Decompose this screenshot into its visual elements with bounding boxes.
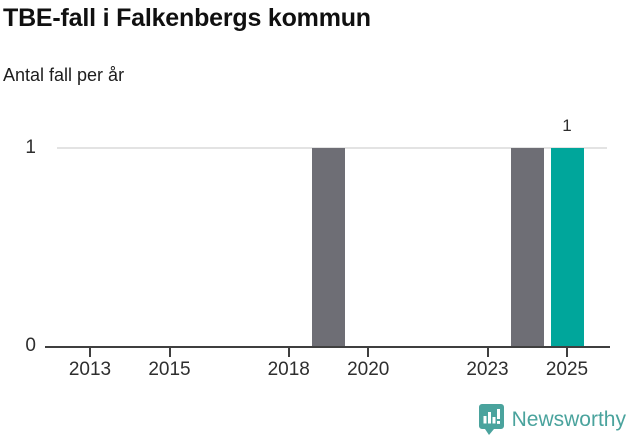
- chart-title: TBE-fall i Falkenbergs kommun: [3, 4, 371, 32]
- x-tick-label-2018: 2018: [267, 359, 310, 380]
- x-tick-2015: [168, 348, 171, 357]
- x-tick-2025: [566, 348, 568, 357]
- x-tick-2013: [89, 348, 91, 357]
- newsworthy-bar-chart-bubble-icon: [478, 403, 505, 436]
- chart-subtitle: Antal fall per år: [3, 65, 125, 85]
- x-tick-2023: [486, 348, 489, 357]
- x-tick-2018: [287, 348, 290, 357]
- branding-logo-text: Newsworthy: [511, 407, 626, 431]
- branding: Newsworthy: [478, 403, 626, 436]
- x-tick-label-2013: 2013: [68, 359, 112, 380]
- bar-2019: [312, 148, 345, 346]
- bar-2025: [550, 148, 584, 346]
- x-tick-label-2025: 2025: [545, 359, 589, 380]
- x-tick-2020: [367, 348, 370, 357]
- bar-2024: [510, 148, 544, 346]
- x-tick-label-2020: 2020: [347, 359, 390, 380]
- x-tick-label-2023: 2023: [466, 359, 509, 380]
- bar-value-label-2025: 1: [562, 116, 572, 135]
- y-tick-label-0: 0: [25, 335, 36, 356]
- x-tick-label-2015: 2015: [148, 359, 191, 380]
- x-axis-line: [45, 346, 610, 348]
- y-tick-label-1: 1: [25, 137, 36, 158]
